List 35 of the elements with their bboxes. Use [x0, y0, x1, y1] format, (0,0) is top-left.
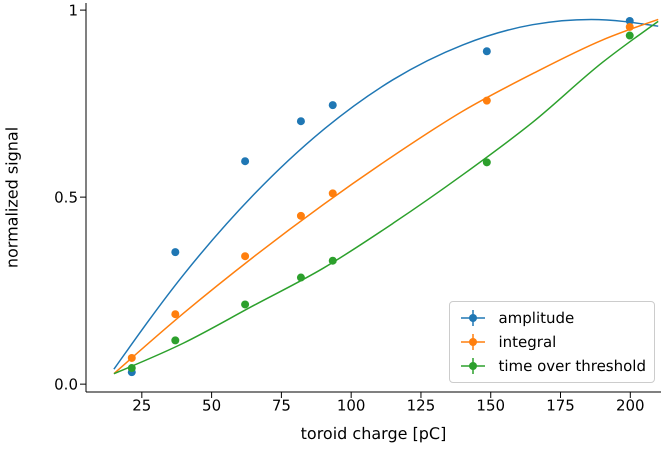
- point: [296, 117, 305, 126]
- point: [626, 32, 634, 40]
- point: [171, 310, 180, 318]
- point: [626, 22, 634, 31]
- point: [171, 336, 180, 344]
- point: [296, 274, 305, 282]
- x-tick-label: 50: [202, 396, 222, 415]
- point: [128, 364, 136, 372]
- point: [328, 101, 337, 110]
- point: [482, 96, 491, 105]
- point: [328, 189, 337, 198]
- x-tick-label: 75: [272, 396, 291, 415]
- point: [482, 47, 491, 56]
- x-axis-title: toroid charge [pC]: [300, 424, 446, 443]
- legend-label: time over threshold: [498, 357, 646, 375]
- y-tick-label: 1: [68, 1, 78, 20]
- x-tick-label: 100: [336, 396, 366, 415]
- x-tick-label: 25: [132, 396, 152, 415]
- point: [296, 212, 305, 220]
- point: [241, 300, 250, 308]
- point: [171, 248, 180, 256]
- point: [241, 157, 250, 166]
- x-tick-label: 200: [616, 396, 645, 415]
- legend-label: amplitude: [498, 309, 574, 327]
- x-tick-label: 175: [546, 396, 575, 415]
- point: [328, 256, 337, 265]
- y-tick-label: 0.5: [54, 188, 78, 206]
- point: [482, 158, 491, 166]
- point: [241, 252, 250, 260]
- point: [128, 354, 136, 362]
- y-axis-title: normalized signal: [2, 126, 22, 268]
- x-tick-label: 150: [476, 396, 506, 415]
- y-tick-label: 0.0: [54, 375, 78, 394]
- x-tick-label: 125: [406, 396, 436, 415]
- legend-label: integral: [498, 333, 556, 351]
